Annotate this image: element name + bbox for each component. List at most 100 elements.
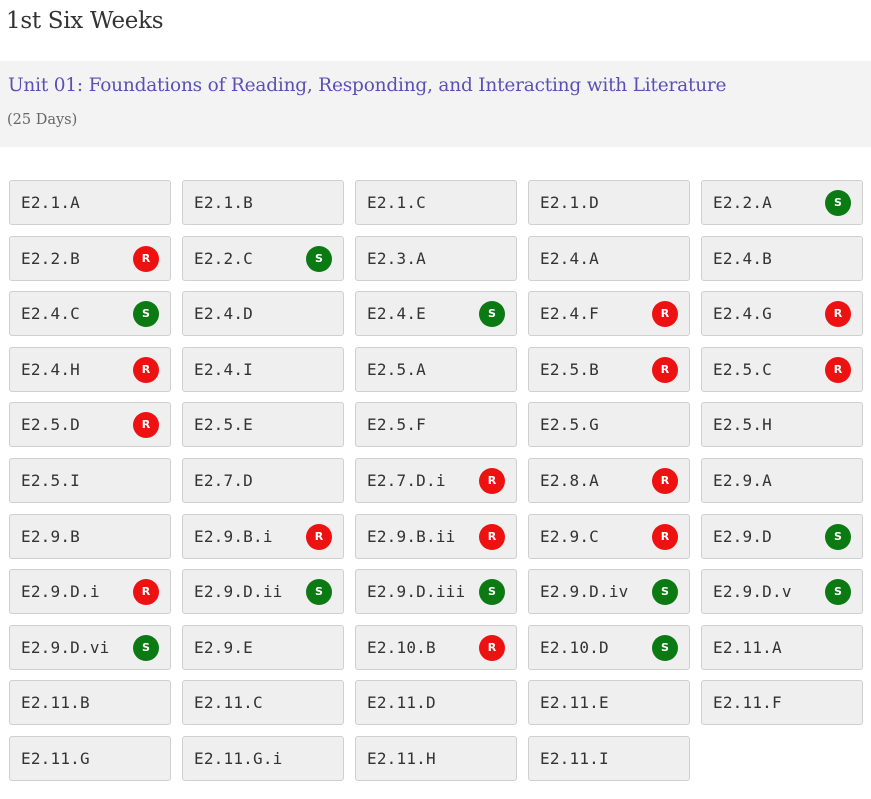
standard-tile[interactable]: E2.3.A	[355, 235, 517, 281]
standard-code: E2.11.B	[21, 693, 90, 713]
standard-code: E2.4.H	[21, 359, 80, 379]
status-badge-s: S	[479, 579, 505, 606]
standard-code: E2.4.B	[713, 248, 772, 268]
standard-tile[interactable]: E2.10.D S	[528, 624, 690, 670]
standard-tile[interactable]: E2.1.B	[182, 180, 344, 225]
standard-code: E2.2.C	[194, 248, 253, 268]
standard-code: E2.11.A	[713, 637, 782, 657]
standard-tile[interactable]: E2.2.C S	[182, 235, 344, 281]
standard-tile[interactable]: E2.9.D.vi S	[9, 624, 171, 670]
standard-code: E2.4.I	[194, 359, 253, 379]
standard-code: E2.4.A	[540, 248, 599, 268]
status-badge-r: R	[133, 412, 159, 439]
standard-tile[interactable]: E2.5.D R	[9, 402, 171, 448]
standard-tile[interactable]: E2.11.I	[528, 735, 690, 781]
standard-tile[interactable]: E2.9.B.ii R	[355, 513, 517, 559]
standard-code: E2.11.G	[21, 748, 90, 768]
standard-code: E2.1.A	[21, 193, 80, 212]
standard-tile[interactable]: E2.11.B	[9, 680, 171, 726]
standard-tile[interactable]: E2.11.H	[355, 735, 517, 781]
status-badge-s: S	[306, 579, 332, 606]
status-badge-s: S	[306, 245, 332, 272]
standard-code: E2.1.C	[367, 193, 426, 212]
standard-tile[interactable]: E2.9.B.i R	[182, 513, 344, 559]
status-badge-s: S	[133, 634, 159, 661]
standard-tile[interactable]: E2.5.G	[528, 402, 690, 448]
standard-tile[interactable]: E2.5.E	[182, 402, 344, 448]
standard-tile[interactable]: E2.4.E S	[355, 291, 517, 337]
standard-tile[interactable]: E2.11.D	[355, 680, 517, 726]
standard-tile[interactable]: E2.9.D S	[701, 513, 863, 559]
status-badge-s: S	[652, 634, 678, 661]
standard-tile[interactable]: E2.11.E	[528, 680, 690, 726]
standard-tile[interactable]: E2.10.B R	[355, 624, 517, 670]
standard-tile[interactable]: E2.9.E	[182, 624, 344, 670]
standard-code: E2.11.F	[713, 693, 782, 713]
standard-tile[interactable]: E2.5.I	[9, 457, 171, 503]
standard-tile[interactable]: E2.9.B	[9, 513, 171, 559]
standard-tile[interactable]: E2.5.H	[701, 402, 863, 448]
standard-tile[interactable]: E2.4.A	[528, 235, 690, 281]
page-title: 1st Six Weeks	[6, 8, 164, 34]
standard-code: E2.5.F	[367, 415, 426, 435]
status-badge-r: R	[306, 523, 332, 550]
standard-tile[interactable]: E2.2.A S	[701, 180, 863, 225]
standard-tile[interactable]: E2.9.D.iii S	[355, 569, 517, 615]
unit-header: Unit 01: Foundations of Reading, Respond…	[0, 61, 871, 147]
standard-code: E2.1.D	[540, 193, 599, 212]
standard-tile[interactable]: E2.11.A	[701, 624, 863, 670]
standard-tile[interactable]: E2.8.A R	[528, 457, 690, 503]
standard-code: E2.11.D	[367, 693, 436, 713]
standard-tile[interactable]: E2.4.C S	[9, 291, 171, 337]
standard-code: E2.2.B	[21, 248, 80, 268]
standard-tile[interactable]: E2.7.D	[182, 457, 344, 503]
unit-duration: (25 Days)	[7, 112, 78, 128]
standard-tile[interactable]: E2.11.F	[701, 680, 863, 726]
standard-tile[interactable]: E2.1.C	[355, 180, 517, 225]
standard-code: E2.5.E	[194, 415, 253, 435]
standard-code: E2.4.G	[713, 304, 772, 324]
standard-code: E2.9.D.i	[21, 582, 100, 602]
status-badge-s: S	[825, 523, 851, 550]
standard-tile[interactable]: E2.4.G R	[701, 291, 863, 337]
standard-code: E2.5.D	[21, 415, 80, 435]
standard-code: E2.9.D.iii	[367, 582, 466, 602]
standard-tile[interactable]: E2.9.D.i R	[9, 569, 171, 615]
standard-tile[interactable]: E2.9.D.iv S	[528, 569, 690, 615]
standard-code: E2.3.A	[367, 248, 426, 268]
standard-code: E2.1.B	[194, 193, 253, 212]
standard-tile[interactable]: E2.2.B R	[9, 235, 171, 281]
standard-tile[interactable]: E2.9.C R	[528, 513, 690, 559]
standard-code: E2.7.D	[194, 470, 253, 490]
status-badge-s: S	[825, 190, 851, 216]
standard-tile[interactable]: E2.4.F R	[528, 291, 690, 337]
unit-title-link[interactable]: Unit 01: Foundations of Reading, Respond…	[8, 75, 727, 96]
standard-code: E2.4.F	[540, 304, 599, 324]
standard-tile[interactable]: E2.4.H R	[9, 346, 171, 392]
standard-tile[interactable]: E2.9.A	[701, 457, 863, 503]
standard-tile[interactable]: E2.4.B	[701, 235, 863, 281]
status-badge-r: R	[652, 523, 678, 550]
standard-tile[interactable]: E2.11.G.i	[182, 735, 344, 781]
standard-tile[interactable]: E2.4.I	[182, 346, 344, 392]
standard-tile[interactable]: E2.11.C	[182, 680, 344, 726]
standard-tile[interactable]: E2.11.G	[9, 735, 171, 781]
standard-tile[interactable]: E2.9.D.ii S	[182, 569, 344, 615]
standard-tile[interactable]: E2.7.D.i R	[355, 457, 517, 503]
standard-code: E2.2.A	[713, 193, 772, 212]
standard-tile[interactable]: E2.5.B R	[528, 346, 690, 392]
standard-code: E2.5.H	[713, 415, 772, 435]
standard-tile[interactable]: E2.1.A	[9, 180, 171, 225]
standard-code: E2.4.C	[21, 304, 80, 324]
standard-code: E2.4.E	[367, 304, 426, 324]
status-badge-r: R	[652, 356, 678, 383]
standard-code: E2.9.B.ii	[367, 526, 456, 546]
standard-tile[interactable]: E2.5.A	[355, 346, 517, 392]
standard-tile[interactable]: E2.5.C R	[701, 346, 863, 392]
standard-tile[interactable]: E2.1.D	[528, 180, 690, 225]
standard-tile[interactable]: E2.5.F	[355, 402, 517, 448]
standard-code: E2.5.I	[21, 470, 80, 490]
standard-tile[interactable]: E2.4.D	[182, 291, 344, 337]
status-badge-r: R	[652, 301, 678, 328]
standard-tile[interactable]: E2.9.D.v S	[701, 569, 863, 615]
